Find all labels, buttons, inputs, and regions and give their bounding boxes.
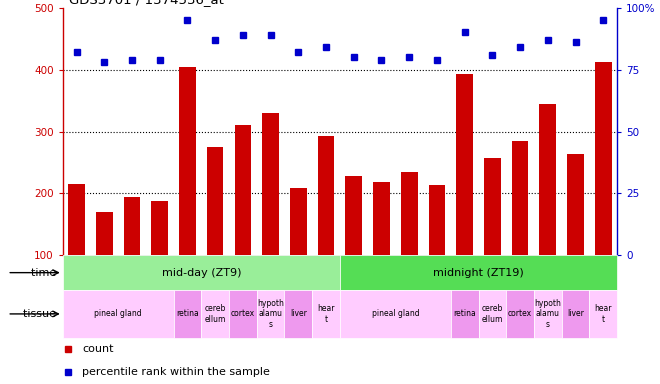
Bar <box>262 113 279 255</box>
Bar <box>257 290 284 338</box>
Text: GDS3701 / 1374536_at: GDS3701 / 1374536_at <box>69 0 224 6</box>
Bar <box>567 154 584 255</box>
Bar <box>229 290 257 338</box>
Text: count: count <box>82 344 114 354</box>
Bar <box>207 147 224 255</box>
Text: hypoth
alamu
s: hypoth alamu s <box>257 299 284 329</box>
Bar <box>290 189 307 255</box>
Bar <box>63 255 340 290</box>
Text: mid-day (ZT9): mid-day (ZT9) <box>162 268 241 278</box>
Text: percentile rank within the sample: percentile rank within the sample <box>82 367 270 377</box>
Bar <box>68 184 85 255</box>
Text: midnight (ZT19): midnight (ZT19) <box>433 268 524 278</box>
Text: liver: liver <box>290 310 307 318</box>
Bar <box>201 290 229 338</box>
Bar <box>179 66 196 255</box>
Text: pineal gland: pineal gland <box>372 310 419 318</box>
Bar <box>456 74 473 255</box>
Bar <box>234 125 251 255</box>
Text: cereb
ellum: cereb ellum <box>205 304 226 324</box>
Bar <box>123 197 141 255</box>
Bar <box>534 290 562 338</box>
Bar <box>373 182 390 255</box>
Text: time: time <box>30 268 59 278</box>
Text: cortex: cortex <box>508 310 532 318</box>
Text: liver: liver <box>567 310 584 318</box>
Bar <box>478 290 506 338</box>
Text: cereb
ellum: cereb ellum <box>482 304 503 324</box>
Bar <box>63 290 174 338</box>
Bar <box>317 136 335 255</box>
Text: hear
t: hear t <box>595 304 612 324</box>
Bar <box>562 290 589 338</box>
Bar <box>174 290 201 338</box>
Bar <box>484 158 501 255</box>
Bar <box>428 185 446 255</box>
Bar <box>96 212 113 255</box>
Bar <box>345 176 362 255</box>
Text: tissue: tissue <box>23 309 59 319</box>
Text: cortex: cortex <box>231 310 255 318</box>
Bar <box>312 290 340 338</box>
Bar <box>595 61 612 255</box>
Bar <box>539 104 556 255</box>
Text: pineal gland: pineal gland <box>94 310 142 318</box>
Bar <box>151 202 168 255</box>
Bar <box>451 290 478 338</box>
Bar <box>401 172 418 255</box>
Bar <box>589 290 617 338</box>
Text: retina: retina <box>453 310 476 318</box>
Bar <box>506 290 534 338</box>
Bar <box>512 141 529 255</box>
Text: hear
t: hear t <box>317 304 335 324</box>
Bar <box>284 290 312 338</box>
Bar <box>340 290 451 338</box>
Text: retina: retina <box>176 310 199 318</box>
Text: hypoth
alamu
s: hypoth alamu s <box>535 299 561 329</box>
Bar <box>340 255 617 290</box>
